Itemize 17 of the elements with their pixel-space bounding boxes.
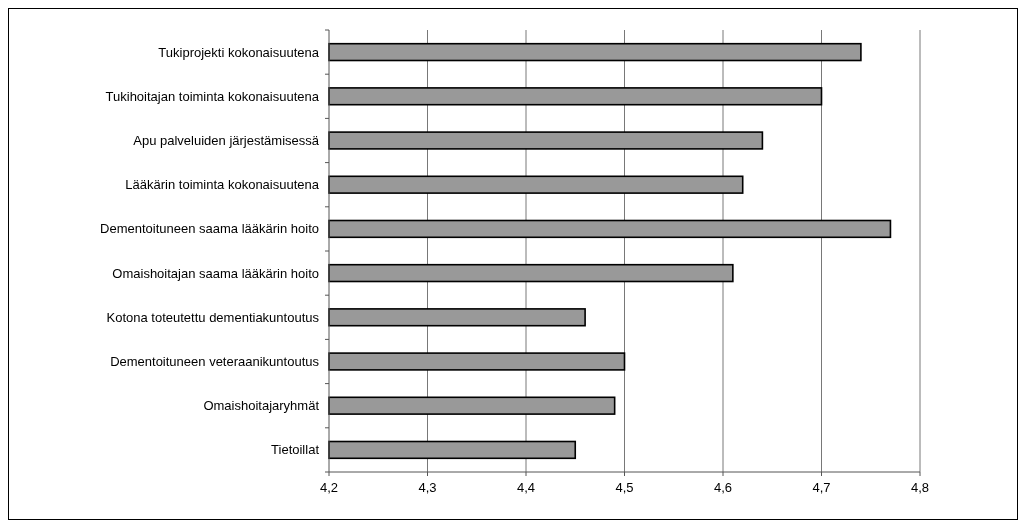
y-tick-label: Dementoituneen saama lääkärin hoito <box>100 221 319 237</box>
y-tick-label: Tukihoitajan toiminta kokonaisuutena <box>105 88 320 104</box>
x-tick-label: 4,7 <box>812 480 831 495</box>
x-tick-label: 4,8 <box>910 480 930 495</box>
y-tick-label: Apu palveluiden järjestämisessä <box>133 133 320 149</box>
x-tick-label: 4,2 <box>319 480 339 495</box>
y-tick-label: Kotona toteutettu dementiakuntoutus <box>106 309 320 325</box>
y-tick-label: Omaishoitajaryhmät <box>203 398 320 414</box>
x-tick-label: 4,6 <box>713 480 733 495</box>
x-tick-label: 4,4 <box>516 480 536 495</box>
x-tick-label: 4,5 <box>615 480 634 495</box>
y-tick-label: Omaishoitajan saama lääkärin hoito <box>112 265 319 281</box>
x-tick-label: 4,3 <box>418 480 437 495</box>
y-tick-label: Dementoituneen veteraanikuntoutus <box>110 354 320 370</box>
y-tick-label: Lääkärin toiminta kokonaisuutena <box>125 177 320 193</box>
y-tick-label: Tietoillat <box>271 442 320 458</box>
y-tick-label: Tukiprojekti kokonaisuutena <box>158 44 320 60</box>
